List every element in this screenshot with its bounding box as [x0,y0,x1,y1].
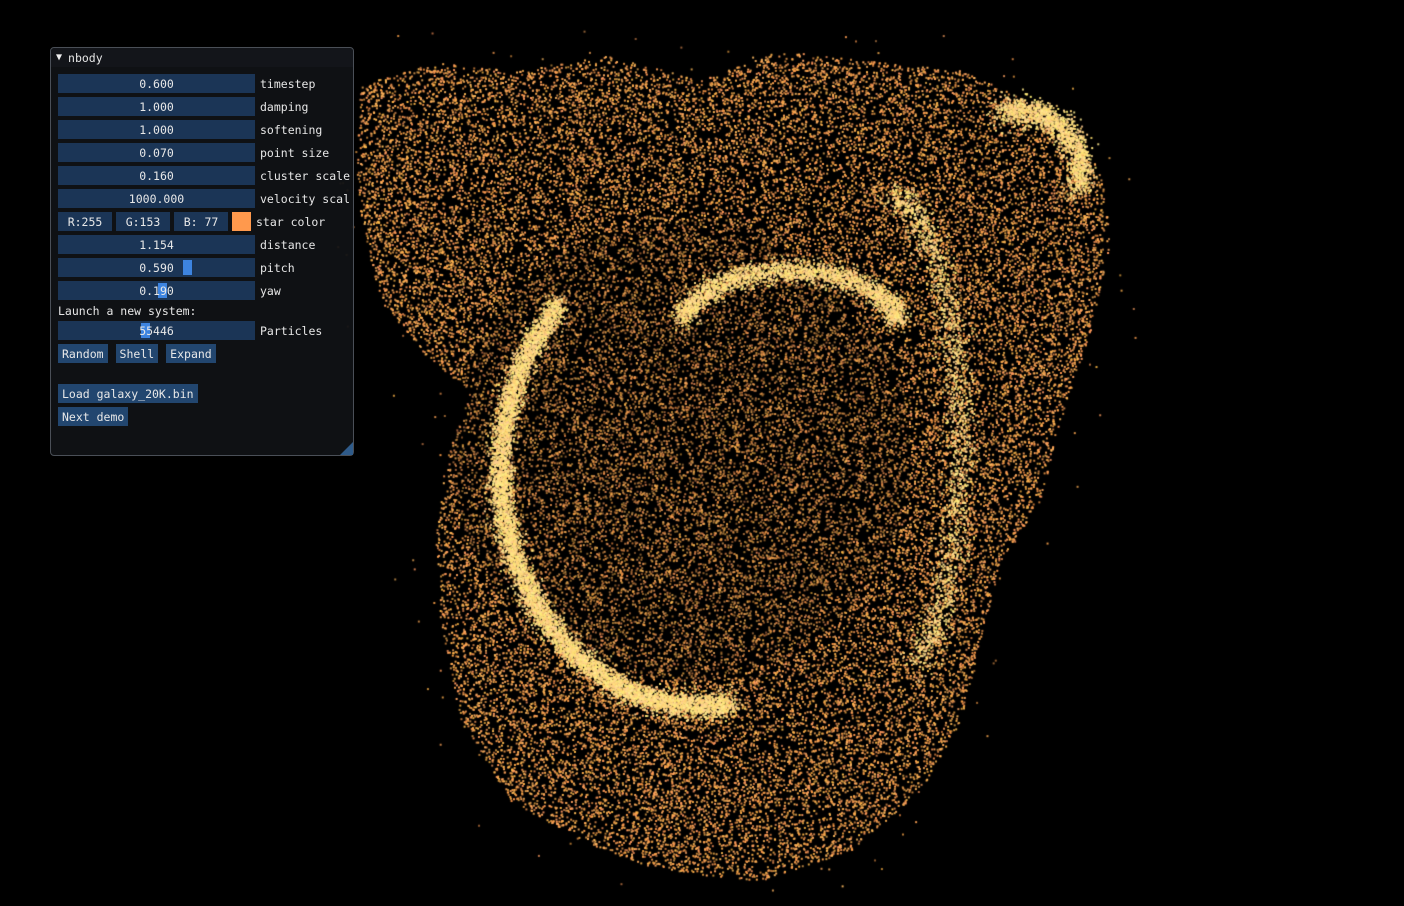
star-color-label: star color [256,214,326,229]
next-demo-button[interactable]: Next demo [58,407,129,426]
timestep-row: 0.600 timestep [58,74,315,93]
panel-title: nbody [68,50,103,65]
star-color-row: R:255 G:153 B: 77 star color [58,212,325,231]
velocity-scale-drag[interactable]: 1000.000 [58,189,255,208]
point-size-drag[interactable]: 0.070 [58,143,255,162]
yaw-slider-grab[interactable] [157,283,167,298]
particles-row: 55446 Particles [58,321,322,340]
particles-label: Particles [260,323,323,338]
star-color-green-input[interactable]: G:153 [116,212,170,231]
expand-button[interactable]: Expand [166,344,216,363]
star-color-blue-input[interactable]: B: 77 [174,212,228,231]
random-button[interactable]: Random [58,344,108,363]
particles-slider[interactable]: 55446 [58,321,255,340]
timestep-drag[interactable]: 0.600 [58,74,255,93]
softening-row: 1.000 softening [58,120,322,139]
load-row: Load galaxy_20K.bin [58,384,206,403]
distance-drag[interactable]: 1.154 [58,235,255,254]
pitch-row: 0.590 pitch [58,258,295,277]
cluster-scale-row: 0.160 cluster scale [58,166,350,185]
load-galaxy-button[interactable]: Load galaxy_20K.bin [58,384,198,403]
yaw-row: 0.190 yaw [58,281,281,300]
point-size-label: point size [260,145,330,160]
shell-button[interactable]: Shell [115,344,159,363]
velocity-scale-row: 1000.000 velocity scal [58,189,350,208]
pitch-slider[interactable]: 0.590 [58,258,255,277]
cluster-scale-drag[interactable]: 0.160 [58,166,255,185]
timestep-label: timestep [260,76,316,91]
launch-buttons-row: Random Shell Expand [58,344,224,363]
softening-label: softening [260,122,323,137]
pitch-label: pitch [260,260,295,275]
damping-drag[interactable]: 1.000 [58,97,255,116]
launch-heading: Launch a new system: [58,304,197,318]
cluster-scale-label: cluster scale [260,168,351,183]
damping-row: 1.000 damping [58,97,308,116]
next-demo-row: Next demo [58,407,136,426]
star-color-swatch[interactable] [232,212,251,231]
point-size-row: 0.070 point size [58,143,329,162]
softening-drag[interactable]: 1.000 [58,120,255,139]
distance-label: distance [260,237,316,252]
yaw-slider[interactable]: 0.190 [58,281,255,300]
panel-title-bar[interactable]: ▼ nbody [51,48,353,67]
pitch-slider-grab[interactable] [183,260,193,275]
particles-slider-grab[interactable] [140,323,150,338]
yaw-label: yaw [260,283,281,298]
nbody-settings-panel: ▼ nbody 0.600 timestep 1.000 damping 1.0… [50,47,354,456]
collapse-arrow-icon[interactable]: ▼ [56,52,63,63]
resize-grip-icon[interactable] [340,442,353,455]
damping-label: damping [260,99,309,114]
velocity-scale-label: velocity scal [260,191,351,206]
star-color-red-input[interactable]: R:255 [58,212,112,231]
distance-row: 1.154 distance [58,235,315,254]
